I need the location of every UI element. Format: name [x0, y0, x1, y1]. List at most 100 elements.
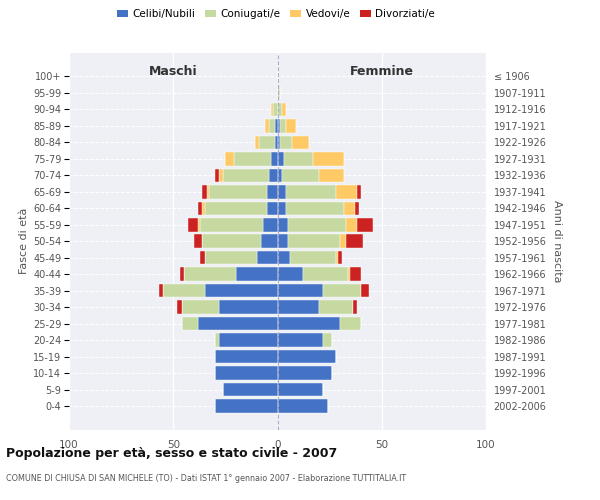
Bar: [188, 218, 198, 232]
Bar: [361, 284, 369, 298]
Bar: [313, 152, 344, 166]
Bar: [277, 284, 323, 298]
Bar: [286, 185, 336, 198]
Bar: [182, 300, 219, 314]
Bar: [198, 202, 202, 215]
Bar: [346, 218, 357, 232]
Bar: [215, 350, 277, 364]
Bar: [281, 102, 286, 116]
Bar: [286, 119, 296, 132]
Bar: [277, 168, 281, 182]
Bar: [275, 119, 277, 132]
Bar: [286, 202, 344, 215]
Bar: [338, 251, 342, 264]
Bar: [158, 284, 163, 298]
Bar: [271, 102, 274, 116]
Bar: [209, 185, 267, 198]
Bar: [357, 218, 373, 232]
Bar: [277, 300, 319, 314]
Bar: [336, 185, 357, 198]
Bar: [198, 317, 277, 330]
Bar: [277, 102, 281, 116]
Y-axis label: Anni di nascita: Anni di nascita: [552, 200, 562, 282]
Y-axis label: Fasce di età: Fasce di età: [19, 208, 29, 274]
Bar: [215, 366, 277, 380]
Bar: [263, 218, 277, 232]
Bar: [350, 268, 361, 281]
Bar: [275, 136, 277, 149]
Bar: [179, 268, 184, 281]
Bar: [277, 251, 290, 264]
Bar: [277, 400, 328, 413]
Bar: [277, 317, 340, 330]
Bar: [269, 119, 275, 132]
Legend: Celibi/Nubili, Coniugati/e, Vedovi/e, Divorziati/e: Celibi/Nubili, Coniugati/e, Vedovi/e, Di…: [113, 5, 439, 24]
Bar: [223, 383, 277, 396]
Bar: [267, 185, 277, 198]
Text: Popolazione per età, sesso e stato civile - 2007: Popolazione per età, sesso e stato civil…: [6, 448, 337, 460]
Bar: [349, 268, 350, 281]
Bar: [280, 119, 286, 132]
Bar: [219, 334, 277, 347]
Bar: [219, 168, 223, 182]
Bar: [281, 168, 319, 182]
Bar: [200, 251, 205, 264]
Bar: [265, 119, 269, 132]
Bar: [288, 218, 346, 232]
Bar: [205, 284, 277, 298]
Bar: [205, 251, 257, 264]
Bar: [200, 218, 263, 232]
Bar: [194, 234, 202, 248]
Bar: [319, 300, 353, 314]
Bar: [302, 268, 349, 281]
Bar: [182, 317, 198, 330]
Bar: [215, 334, 219, 347]
Bar: [340, 234, 346, 248]
Bar: [184, 268, 236, 281]
Bar: [277, 350, 336, 364]
Bar: [215, 400, 277, 413]
Bar: [259, 136, 275, 149]
Bar: [163, 284, 205, 298]
Bar: [323, 284, 361, 298]
Bar: [206, 185, 209, 198]
Bar: [226, 152, 234, 166]
Bar: [277, 366, 332, 380]
Bar: [357, 185, 361, 198]
Bar: [202, 202, 205, 215]
Bar: [353, 300, 357, 314]
Bar: [277, 383, 323, 396]
Text: COMUNE DI CHIUSA DI SAN MICHELE (TO) - Dati ISTAT 1° gennaio 2007 - Elaborazione: COMUNE DI CHIUSA DI SAN MICHELE (TO) - D…: [6, 474, 406, 483]
Bar: [340, 317, 361, 330]
Bar: [344, 202, 355, 215]
Bar: [223, 168, 269, 182]
Bar: [280, 136, 292, 149]
Bar: [271, 152, 277, 166]
Text: Maschi: Maschi: [149, 65, 197, 78]
Bar: [234, 152, 271, 166]
Bar: [202, 234, 261, 248]
Bar: [205, 202, 267, 215]
Bar: [277, 268, 302, 281]
Bar: [336, 251, 338, 264]
Bar: [215, 168, 219, 182]
Bar: [277, 119, 280, 132]
Bar: [202, 185, 206, 198]
Bar: [267, 202, 277, 215]
Bar: [236, 268, 277, 281]
Bar: [346, 234, 363, 248]
Bar: [284, 152, 313, 166]
Bar: [323, 334, 332, 347]
Bar: [269, 168, 277, 182]
Bar: [198, 218, 200, 232]
Bar: [254, 136, 259, 149]
Bar: [274, 102, 277, 116]
Bar: [277, 86, 280, 100]
Bar: [257, 251, 277, 264]
Bar: [355, 202, 359, 215]
Bar: [277, 218, 288, 232]
Bar: [277, 136, 280, 149]
Text: Femmine: Femmine: [350, 65, 414, 78]
Bar: [277, 334, 323, 347]
Bar: [178, 300, 182, 314]
